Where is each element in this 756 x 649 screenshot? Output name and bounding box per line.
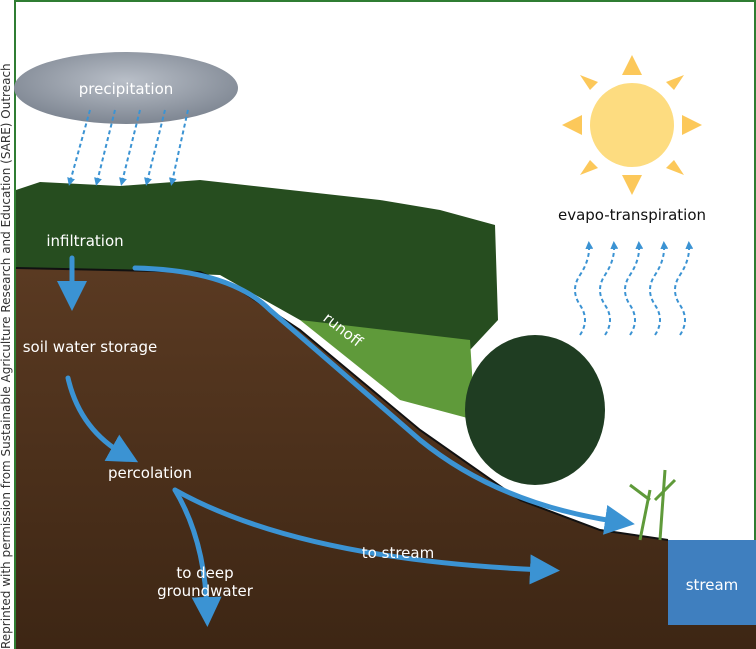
- label-stream: stream: [686, 576, 739, 594]
- label-groundwater: groundwater: [157, 582, 254, 600]
- label-infiltration: infiltration: [46, 232, 123, 250]
- label-evapotranspiration: evapo-transpiration: [558, 206, 706, 224]
- label-to-stream: to stream: [362, 544, 434, 562]
- tree: [465, 335, 605, 485]
- diagram: Reprinted with permission from Sustainab…: [0, 0, 756, 649]
- credit: Reprinted with permission from Sustainab…: [0, 63, 13, 649]
- page: Reprinted with permission from Sustainab…: [0, 0, 756, 649]
- label-percolation: percolation: [108, 464, 192, 482]
- label-soil-water-storage: soil water storage: [23, 338, 158, 356]
- label-precipitation: precipitation: [79, 80, 174, 98]
- label-to-deep: to deep: [176, 564, 233, 582]
